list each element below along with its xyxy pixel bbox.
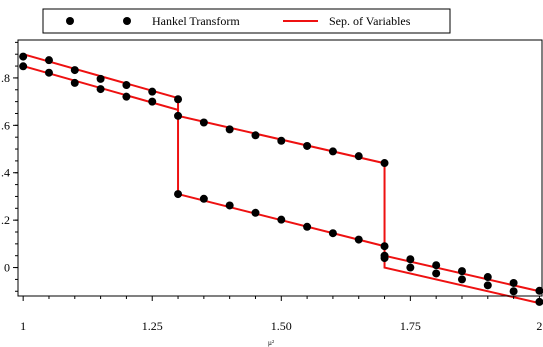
data-point bbox=[251, 208, 260, 217]
data-point bbox=[354, 152, 363, 161]
data-point bbox=[483, 281, 492, 290]
data-point bbox=[483, 273, 492, 282]
x-axis-label: µ² bbox=[268, 339, 274, 347]
data-point bbox=[96, 85, 105, 94]
x-tick-label: 1.50 bbox=[271, 319, 292, 333]
plot-frame bbox=[17, 39, 543, 297]
data-point bbox=[432, 269, 441, 278]
data-point bbox=[225, 125, 234, 134]
data-point bbox=[174, 95, 183, 104]
y-tick-label: .8 bbox=[1, 71, 10, 85]
data-point bbox=[380, 242, 389, 251]
data-point bbox=[277, 215, 286, 224]
data-point bbox=[380, 159, 389, 168]
data-point bbox=[148, 97, 157, 106]
data-point bbox=[199, 194, 208, 203]
data-point bbox=[509, 287, 518, 296]
data-point bbox=[406, 255, 415, 264]
data-point bbox=[535, 297, 543, 306]
data-point bbox=[432, 261, 441, 270]
data-point bbox=[277, 136, 286, 145]
data-point bbox=[174, 190, 183, 199]
data-point bbox=[174, 111, 183, 120]
data-point bbox=[251, 131, 260, 140]
data-point bbox=[96, 74, 105, 83]
data-point bbox=[44, 56, 53, 65]
data-point bbox=[19, 62, 28, 71]
data-point bbox=[70, 78, 79, 87]
data-point bbox=[19, 52, 28, 61]
x-tick-label: 1.75 bbox=[400, 319, 421, 333]
y-tick-label: 0 bbox=[4, 261, 10, 275]
data-point bbox=[457, 267, 466, 276]
data-point bbox=[70, 66, 79, 75]
y-tick-label: .4 bbox=[1, 166, 10, 180]
data-point bbox=[509, 278, 518, 287]
legend-marker bbox=[66, 17, 74, 25]
y-tick-label: .2 bbox=[1, 213, 10, 227]
x-tick-label: 2 bbox=[536, 319, 542, 333]
data-point bbox=[122, 81, 131, 90]
data-point bbox=[380, 254, 389, 263]
y-tick-label: .6 bbox=[1, 118, 10, 132]
legend-marker bbox=[123, 17, 131, 25]
legend-label-hankel: Hankel Transform bbox=[152, 14, 240, 28]
x-tick-label: 1 bbox=[20, 319, 26, 333]
data-point bbox=[303, 141, 312, 150]
data-point bbox=[328, 147, 337, 156]
data-point bbox=[44, 68, 53, 77]
data-point bbox=[457, 275, 466, 284]
legend-box bbox=[42, 8, 451, 34]
data-point bbox=[303, 222, 312, 231]
data-point bbox=[328, 229, 337, 238]
data-point bbox=[122, 92, 131, 101]
data-point bbox=[148, 87, 157, 96]
data-point bbox=[199, 118, 208, 127]
x-tick-label: 1.25 bbox=[142, 319, 163, 333]
series-line-segment bbox=[383, 163, 540, 305]
data-point bbox=[535, 286, 543, 295]
data-point bbox=[225, 201, 234, 210]
data-point bbox=[354, 235, 363, 244]
legend-label-separation: Sep. of Variables bbox=[329, 14, 411, 28]
data-point bbox=[406, 263, 415, 272]
